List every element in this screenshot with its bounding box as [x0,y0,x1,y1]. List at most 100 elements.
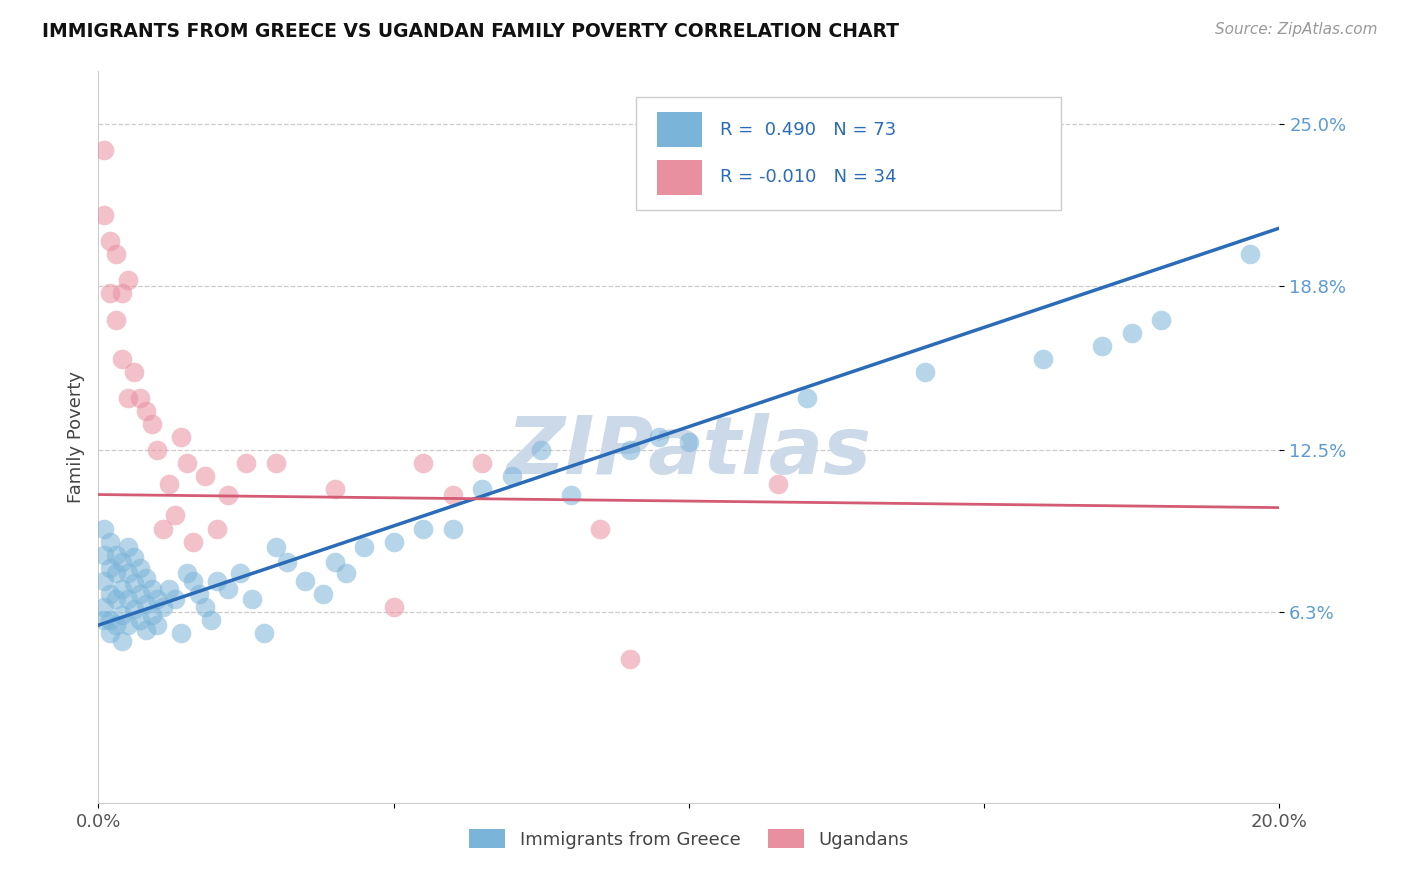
Point [619,652,641,666]
Point [264,456,287,470]
Point [165,592,187,607]
Point [98,626,121,640]
Point [111,351,134,366]
Point [1032,351,1054,366]
Point [1121,326,1143,340]
Point [471,483,494,497]
Point [93,599,115,614]
Point [152,599,174,614]
Y-axis label: Family Poverty: Family Poverty [66,371,84,503]
Point [122,602,145,616]
Text: R =  0.490   N = 73: R = 0.490 N = 73 [720,121,896,139]
Point [170,430,193,444]
Point [135,597,157,611]
Point [141,582,163,596]
Point [128,587,150,601]
Point [1239,247,1261,261]
Point [181,534,204,549]
Point [194,469,217,483]
Point [105,312,128,326]
Point [501,469,523,483]
Point [294,574,316,588]
Point [914,365,936,379]
Point [589,521,612,535]
Point [194,599,217,614]
Point [111,556,134,570]
Point [93,521,115,535]
Point [353,540,375,554]
Point [335,566,357,580]
Point [530,443,553,458]
Point [111,582,134,596]
Point [105,618,128,632]
Point [181,574,204,588]
Point [217,487,239,501]
Point [441,521,464,535]
Point [98,286,121,301]
Point [441,487,464,501]
Point [152,521,174,535]
Point [796,391,818,405]
Point [122,550,145,565]
Point [205,521,228,535]
Point [323,556,346,570]
Point [176,566,198,580]
Point [93,548,115,562]
Point [229,566,252,580]
Point [93,143,115,157]
Point [93,208,115,222]
Point [117,273,139,287]
Point [135,571,157,585]
Point [146,618,169,632]
Point [146,592,169,607]
Legend: Immigrants from Greece, Ugandans: Immigrants from Greece, Ugandans [463,822,915,856]
Point [165,508,187,523]
Point [117,566,139,580]
Point [412,456,434,470]
Point [105,247,128,261]
Text: IMMIGRANTS FROM GREECE VS UGANDAN FAMILY POVERTY CORRELATION CHART: IMMIGRANTS FROM GREECE VS UGANDAN FAMILY… [42,22,900,41]
Point [128,560,150,574]
Point [766,477,789,491]
Point [176,456,198,470]
Text: Source: ZipAtlas.com: Source: ZipAtlas.com [1215,22,1378,37]
Point [157,477,180,491]
Point [648,430,671,444]
Bar [657,112,702,147]
Point [382,599,405,614]
Point [1150,312,1173,326]
Point [141,607,163,622]
Point [93,574,115,588]
Point [253,626,276,640]
Point [200,613,222,627]
Point [135,404,157,418]
Point [170,626,193,640]
Point [122,576,145,591]
Point [1091,339,1114,353]
Point [93,613,115,627]
Point [111,607,134,622]
Text: R = -0.010   N = 34: R = -0.010 N = 34 [720,169,896,186]
Point [98,534,121,549]
Point [105,566,128,580]
Point [217,582,239,596]
Point [98,587,121,601]
Point [323,483,346,497]
Point [98,560,121,574]
Point [135,624,157,638]
Point [146,443,169,458]
FancyBboxPatch shape [636,97,1062,211]
Point [122,365,145,379]
Point [412,521,434,535]
Point [111,286,134,301]
Point [117,391,139,405]
Point [276,556,298,570]
Point [471,456,494,470]
Point [128,613,150,627]
Point [205,574,228,588]
Point [117,618,139,632]
Point [187,587,209,601]
Point [111,633,134,648]
Bar [657,160,702,195]
Point [560,487,582,501]
